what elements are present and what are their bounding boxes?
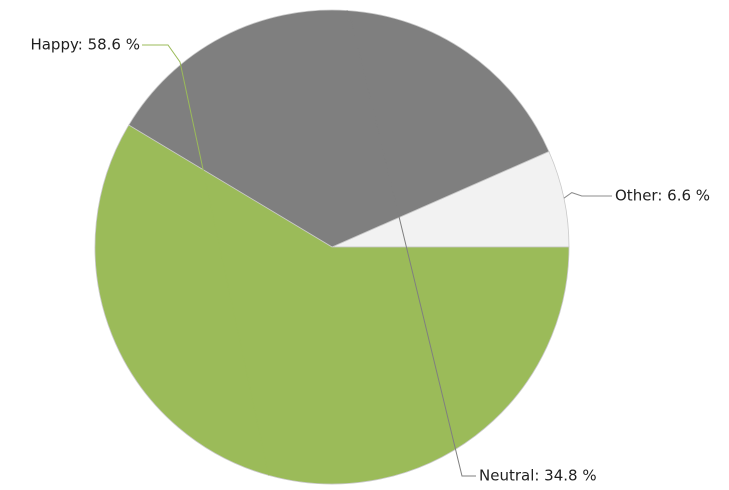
slice-label-happy: Happy: 58.6 % bbox=[30, 36, 140, 54]
slice-label-neutral: Neutral: 34.8 % bbox=[479, 467, 597, 485]
slice-label-other: Other: 6.6 % bbox=[615, 187, 710, 205]
leader-line-happy bbox=[142, 44, 270, 476]
leader-line-neutral bbox=[346, 10, 476, 477]
pie-slices bbox=[94, 9, 570, 485]
slice-labels: Other: 6.6 % Neutral: 34.8 % Happy: 58.6 % bbox=[30, 36, 710, 485]
leader-lines bbox=[142, 10, 612, 477]
leader-line-other bbox=[563, 192, 612, 199]
